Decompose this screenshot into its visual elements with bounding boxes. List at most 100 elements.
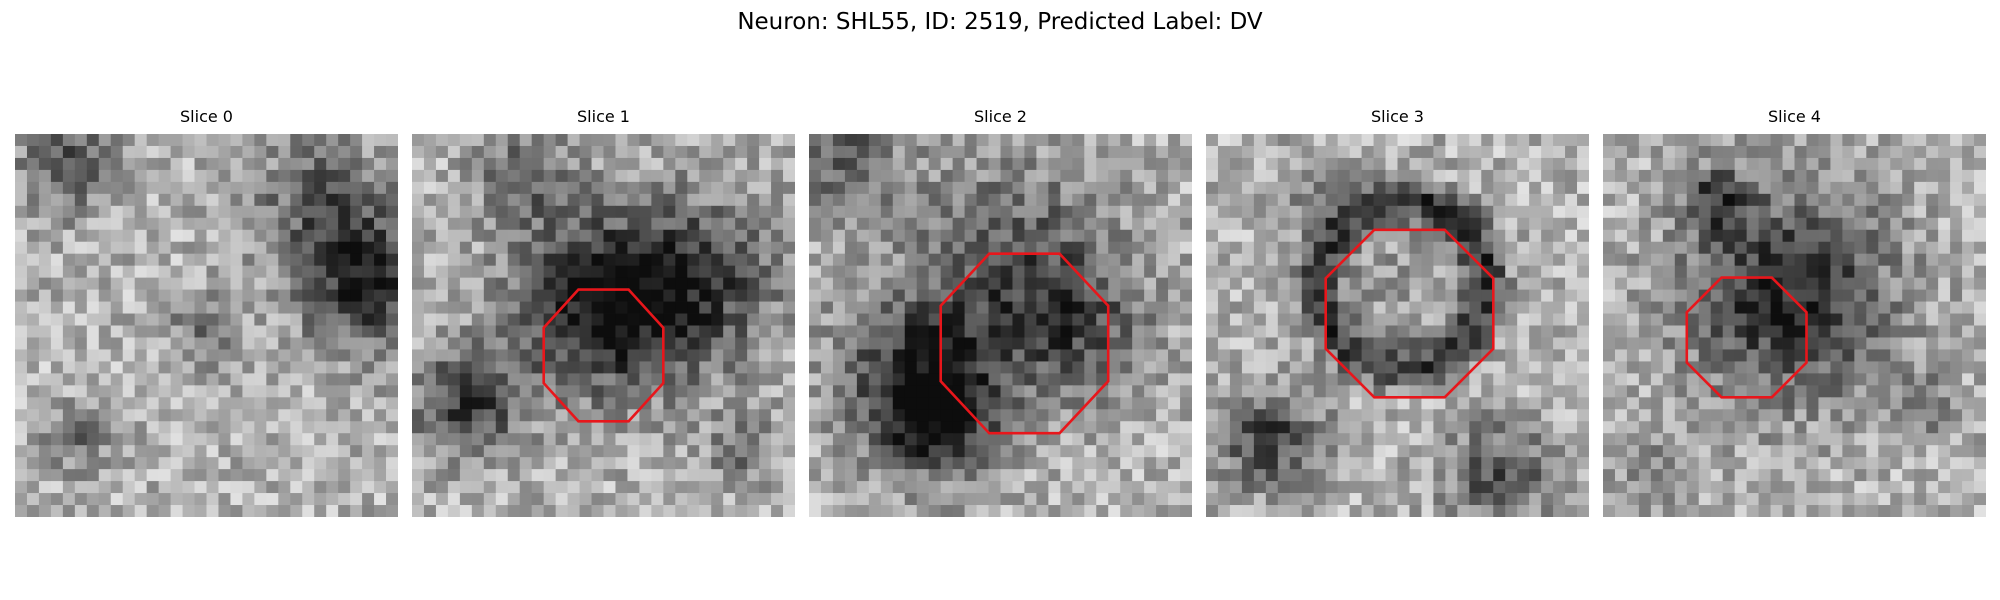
pixel: [435, 469, 449, 482]
pixel: [170, 421, 183, 434]
pixel: [15, 493, 28, 506]
pixel: [1036, 481, 1049, 494]
pixel: [1541, 445, 1554, 458]
pixel: [1481, 325, 1494, 338]
pixel: [976, 205, 989, 219]
pixel: [1626, 301, 1640, 314]
pixel: [1156, 433, 1169, 446]
pixel: [1890, 397, 1903, 410]
pixel: [1108, 505, 1121, 517]
pixel: [1481, 134, 1494, 147]
pixel: [1409, 421, 1422, 434]
pixel: [639, 181, 652, 195]
pixel: [1950, 241, 1963, 255]
pixel: [555, 469, 568, 482]
pixel: [1206, 325, 1219, 338]
pixel: [1206, 265, 1219, 279]
pixel: [904, 229, 918, 243]
pixel: [615, 134, 628, 147]
pixel: [820, 421, 834, 434]
pixel: [1626, 217, 1640, 231]
pixel: [1265, 505, 1279, 517]
pixel: [1650, 397, 1664, 410]
pixel: [50, 361, 64, 374]
pixel: [579, 349, 592, 362]
pixel: [1241, 145, 1255, 159]
pixel: [663, 241, 676, 255]
pixel: [1603, 301, 1616, 314]
pixel: [1024, 505, 1037, 517]
pixel: [1926, 349, 1939, 362]
pixel: [1132, 325, 1145, 338]
pixel: [1614, 169, 1628, 183]
pixel: [543, 325, 557, 338]
pixel: [663, 205, 676, 219]
pixel: [1614, 457, 1628, 470]
pixel: [206, 205, 219, 219]
pixel: [1277, 169, 1291, 183]
pixel: [15, 433, 28, 446]
pixel: [711, 169, 724, 183]
pixel: [1253, 205, 1267, 219]
pixel: [1866, 253, 1879, 267]
pixel: [1132, 457, 1145, 470]
pixel: [1481, 229, 1494, 243]
pixel: [1036, 457, 1049, 470]
pixel: [386, 253, 398, 267]
pixel: [1926, 217, 1939, 231]
pixel: [1890, 181, 1903, 195]
pixel: [1361, 241, 1374, 255]
pixel: [809, 325, 822, 338]
pixel: [519, 157, 533, 171]
pixel: [218, 493, 231, 506]
pixel: [1433, 301, 1446, 314]
pixel: [603, 433, 616, 446]
pixel: [820, 505, 834, 517]
pixel: [1650, 145, 1664, 159]
pixel: [254, 193, 267, 207]
pixel: [374, 481, 387, 494]
pixel: [182, 445, 195, 458]
pixel: [880, 361, 894, 374]
pixel: [832, 301, 846, 314]
pixel: [1012, 277, 1025, 290]
pixel: [916, 421, 930, 434]
pixel: [1060, 481, 1073, 494]
pixel: [278, 241, 291, 255]
pixel: [603, 134, 616, 147]
pixel: [1674, 157, 1688, 171]
pixel: [1168, 134, 1181, 147]
pixel: [1217, 457, 1231, 470]
pixel: [639, 193, 652, 207]
pixel: [663, 313, 676, 326]
pixel: [483, 433, 497, 446]
pixel: [579, 217, 592, 231]
pixel: [916, 289, 930, 302]
pixel: [856, 481, 870, 494]
pixel: [880, 265, 894, 279]
pixel: [1770, 313, 1783, 326]
pixel: [1529, 217, 1542, 231]
pixel: [1373, 229, 1386, 243]
pixel: [1385, 349, 1398, 362]
pixel: [242, 253, 255, 267]
pixel: [820, 313, 834, 326]
pixel: [62, 325, 76, 338]
pixel: [326, 289, 339, 302]
pixel: [1048, 361, 1061, 374]
pixel: [1650, 457, 1664, 470]
pixel: [158, 361, 171, 374]
pixel: [386, 433, 398, 446]
pixel: [290, 361, 303, 374]
pixel: [567, 193, 580, 207]
pixel: [182, 421, 195, 434]
pixel: [1603, 457, 1616, 470]
pixel: [182, 397, 195, 410]
pixel: [1710, 301, 1724, 314]
pixel: [1217, 337, 1231, 350]
pixel: [832, 157, 846, 171]
pixel: [1445, 157, 1458, 171]
pixel: [940, 193, 954, 207]
pixel: [1577, 337, 1589, 350]
pixel: [50, 134, 64, 147]
